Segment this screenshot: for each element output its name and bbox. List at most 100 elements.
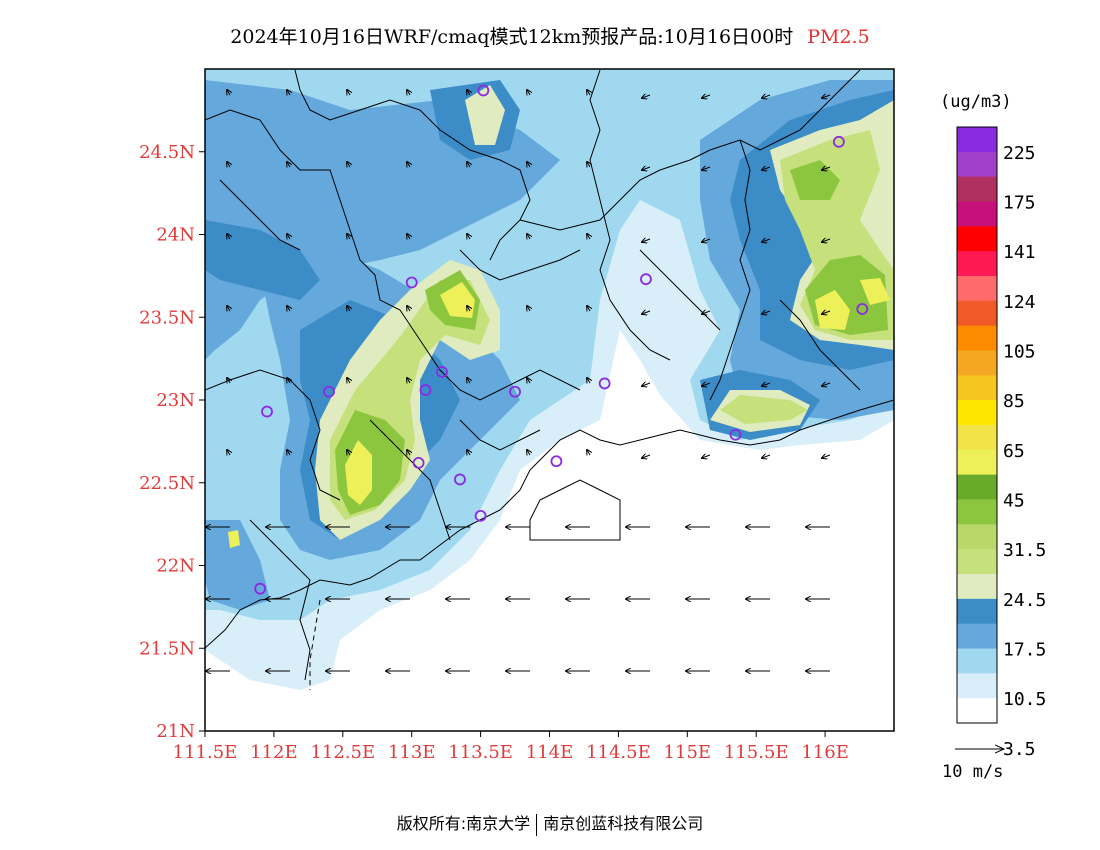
wind-arrow — [347, 162, 350, 167]
wind-arrow — [527, 450, 530, 455]
longitude-axis: 111.5E 112E 112.5E 113E 113.5E 114E 114.5E 115E… — [173, 731, 849, 763]
wind-arrow — [407, 450, 410, 455]
province-border-1 — [205, 109, 421, 341]
lat-tick-label: 22.5N — [139, 473, 195, 494]
field-yellow-3 — [815, 290, 850, 330]
wind-arrow — [467, 162, 470, 167]
lon-tick-label: 114E — [526, 742, 574, 763]
wind-arrow — [527, 90, 530, 95]
wind-arrow — [702, 239, 711, 242]
station-markers — [254, 84, 869, 595]
hongkong-border — [529, 479, 621, 541]
lat-tick-label: 24.5N — [139, 142, 195, 163]
lon-tick-label: 113E — [388, 742, 436, 763]
wind-arrow — [287, 162, 290, 167]
colorbar-label: 225 — [1003, 143, 1036, 164]
colorbar-label: 10.5 — [1003, 689, 1046, 710]
field-lightgreen-3 — [720, 395, 808, 424]
wind-arrow — [587, 306, 590, 311]
wind-arrow — [347, 450, 350, 455]
station-marker — [412, 456, 425, 469]
province-border-5 — [709, 139, 751, 401]
station-marker — [550, 455, 563, 468]
wind-arrow — [227, 162, 230, 167]
colorbar-swatch — [957, 574, 997, 600]
wind-arrow — [822, 95, 831, 98]
wind-arrow — [587, 234, 590, 239]
wind-arrow — [762, 383, 771, 386]
concentration-field — [205, 69, 894, 731]
colorbar-unit: (ug/m3) — [940, 92, 1012, 112]
wind-arrow — [702, 311, 711, 314]
colorbar-swatch — [957, 400, 997, 426]
wind-arrow — [467, 306, 470, 311]
wind-arrow — [642, 167, 651, 170]
station-marker — [477, 84, 490, 97]
colorbar-swatch — [957, 623, 997, 649]
wind-arrow — [642, 383, 651, 386]
wind-arrow — [347, 306, 350, 311]
wind-arrow — [407, 162, 410, 167]
wind-arrow — [822, 167, 831, 170]
wind-arrow — [702, 167, 711, 170]
wind-arrow — [227, 306, 230, 311]
field-yellow-5 — [228, 530, 240, 548]
station-marker — [474, 509, 487, 522]
chart-title: 2024年10月16日WRF/cmaq模式12km预报产品:10月16日00时 P… — [0, 22, 1100, 49]
boundary-lines — [205, 69, 894, 690]
wind-arrow — [287, 90, 290, 95]
colorbar-swatch — [957, 300, 997, 327]
reference-wind-label: 10 m/s — [942, 762, 1004, 782]
colorbar-label: 124 — [1003, 292, 1036, 313]
lat-tick-label: 23.5N — [139, 307, 195, 328]
station-marker — [832, 135, 845, 148]
interior-border-4 — [459, 419, 541, 451]
lon-tick-label: 112.5E — [310, 742, 375, 763]
province-border-2 — [294, 69, 531, 261]
wind-arrow — [822, 455, 831, 458]
wind-arrow — [822, 383, 831, 386]
province-border-4 — [589, 69, 671, 361]
colorbar-swatch — [957, 698, 997, 724]
colorbar-frame — [956, 126, 998, 724]
colorbar-swatch — [957, 201, 997, 227]
colorbar-label: 65 — [1003, 441, 1025, 462]
footer-right: 南京创蓝科技有限公司 — [543, 814, 704, 833]
colorbar-swatch — [957, 425, 997, 451]
lon-tick-label: 114.5E — [586, 742, 651, 763]
colorbar-swatch — [957, 449, 997, 476]
colorbar-swatch — [957, 127, 997, 153]
station-marker — [598, 377, 611, 390]
colorbar-swatch — [957, 673, 997, 699]
lat-tick-label: 21N — [156, 721, 195, 742]
colorbar-swatch — [957, 499, 997, 525]
interior-border-2 — [639, 249, 721, 331]
colorbar-label: 3.5 — [1003, 739, 1036, 760]
lon-tick-label: 113.5E — [448, 742, 513, 763]
wind-arrow — [527, 378, 530, 383]
colorbar-swatch — [957, 648, 997, 674]
colorbar: 225 175 141 124 105 85 65 45 31.5 24.5 17.5 10.5 3.5 — [956, 126, 1046, 760]
footer-left: 版权所有:南京大学 — [396, 814, 531, 833]
field-yellow-4 — [860, 278, 890, 305]
station-marker — [405, 276, 418, 289]
wind-arrow — [227, 90, 230, 95]
colorbar-swatch — [957, 226, 997, 252]
coastline — [205, 399, 894, 649]
wind-arrow — [527, 162, 530, 167]
station-marker — [729, 428, 742, 441]
wind-arrow — [762, 167, 771, 170]
province-border-8 — [249, 519, 311, 681]
colorbar-swatch — [957, 176, 997, 202]
wind-arrow — [407, 90, 410, 95]
wind-arrow — [227, 378, 230, 383]
station-marker — [454, 473, 466, 486]
interior-border-3 — [369, 419, 451, 541]
colorbar-label: 24.5 — [1003, 590, 1046, 611]
colorbar-label: 105 — [1003, 342, 1036, 363]
wind-arrow — [527, 306, 530, 311]
wind-arrow — [407, 234, 410, 239]
colorbar-swatch — [957, 350, 997, 376]
lat-tick-label: 23N — [156, 390, 195, 411]
